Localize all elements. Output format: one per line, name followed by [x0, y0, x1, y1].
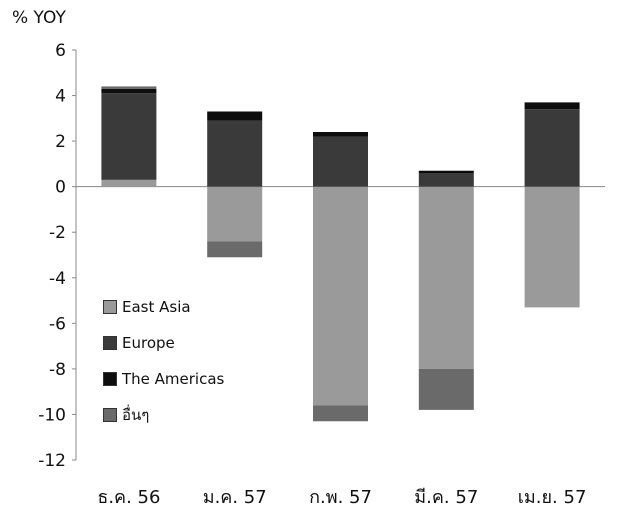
legend-item-east-asia: East Asia [103, 292, 224, 322]
legend-label-europe: Europe [122, 334, 175, 352]
bar-segment-east-asia-3 [418, 186, 474, 369]
bar-segment---1 [207, 241, 263, 258]
legend-item-the-americas: The Americas [103, 364, 224, 394]
tick-labels: 6 4 2 0 -2 -4 -6 -8 -10 -12 ธ.ค. 56 ม.ค. 57 ก.พ. 57 ม… [38, 41, 586, 508]
bars [101, 86, 580, 422]
bar-segment-the-americas-0 [101, 88, 157, 94]
legend-swatch-the-americas [103, 372, 117, 386]
bar-segment-east-asia-0 [101, 179, 157, 187]
y-tick-label: -4 [49, 269, 66, 289]
x-tick-label: ธ.ค. 56 [97, 487, 160, 508]
bar-segment---2 [313, 405, 368, 422]
bar-segment-the-americas-4 [524, 102, 580, 110]
bar-segment---3 [418, 368, 474, 410]
legend-item-others: อื่นๆ [103, 400, 224, 430]
legend-swatch-east-asia [103, 300, 117, 314]
y-tick-label: -12 [38, 451, 66, 471]
bar-segment-europe-3 [418, 173, 474, 187]
legend-label-the-americas: The Americas [122, 370, 225, 388]
legend-swatch-europe [103, 336, 117, 350]
bar-segment-the-americas-3 [418, 170, 474, 173]
legend-label-others: อื่นๆ [122, 406, 150, 424]
bar-segment---0 [101, 86, 157, 89]
y-tick-label: -8 [49, 360, 66, 380]
y-tick-label: 0 [55, 178, 66, 198]
y-tick-label: 6 [55, 41, 66, 61]
y-tick-label: -6 [49, 314, 66, 334]
bar-segment-europe-2 [313, 136, 368, 187]
bar-segment-east-asia-2 [313, 186, 368, 406]
y-axis-label: % YOY [12, 8, 66, 28]
bar-segment-the-americas-1 [207, 111, 263, 121]
bar-segment-the-americas-2 [313, 132, 368, 137]
y-tick-label: 2 [55, 132, 66, 152]
x-tick-label: เม.ย. 57 [518, 487, 587, 508]
legend-item-europe: Europe [103, 328, 224, 358]
bar-segment-europe-0 [101, 93, 157, 180]
bar-segment-europe-1 [207, 120, 263, 187]
x-tick-label: ก.พ. 57 [309, 487, 372, 508]
x-tick-label: ม.ค. 57 [203, 487, 267, 508]
legend: East Asia Europe The Americas อื่นๆ [103, 292, 224, 436]
bar-segment-east-asia-1 [207, 186, 263, 242]
y-tick-label: -2 [49, 223, 66, 243]
bar-segment-east-asia-4 [524, 186, 580, 308]
y-tick-label: 4 [55, 87, 66, 107]
x-tick-label: มี.ค. 57 [414, 487, 478, 508]
y-tick-label: -10 [38, 405, 66, 425]
bar-segment-europe-4 [524, 109, 580, 187]
legend-label-east-asia: East Asia [122, 298, 191, 316]
legend-swatch-others [103, 408, 117, 422]
